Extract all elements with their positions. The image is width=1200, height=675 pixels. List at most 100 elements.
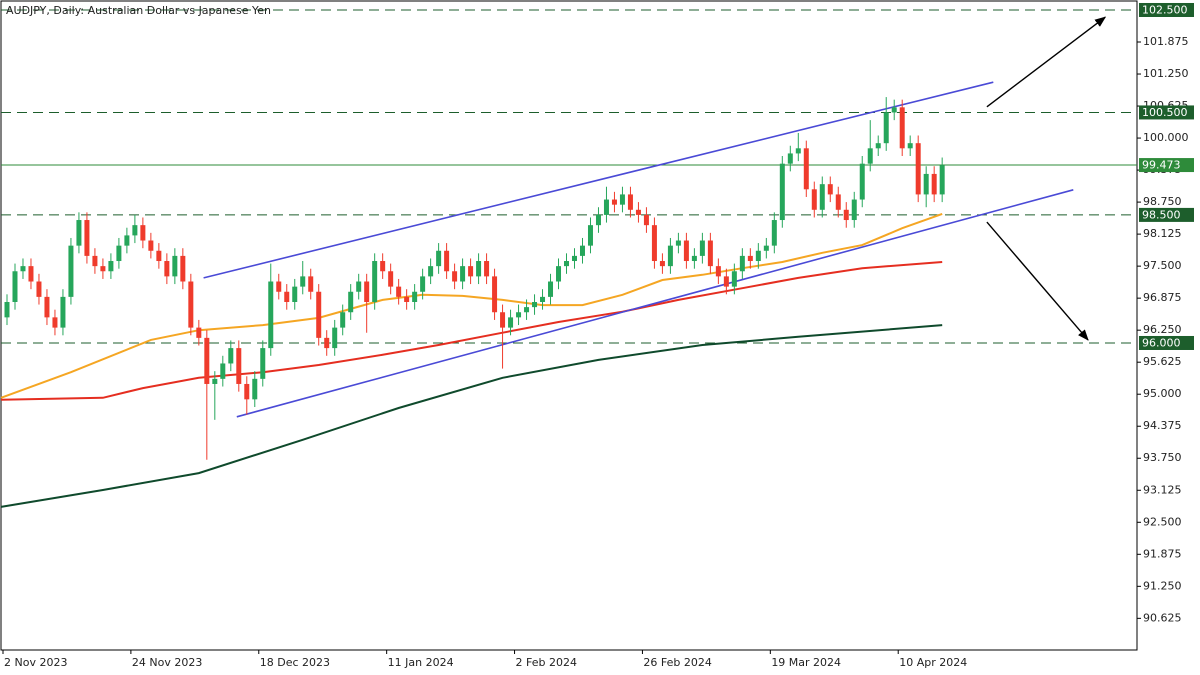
candle-body: [923, 173, 929, 195]
candle-body: [723, 276, 729, 287]
candle-body: [396, 286, 402, 297]
candle-body: [12, 271, 18, 302]
candle-body: [595, 214, 601, 226]
candle-body: [699, 240, 705, 256]
candle-body: [683, 240, 689, 262]
candle-body: [292, 286, 298, 302]
candle-body: [28, 266, 34, 282]
candle-body: [819, 184, 825, 210]
plot-frame: [0, 0, 1138, 651]
candle-body: [156, 250, 162, 262]
y-tick-label: 90.625: [1143, 611, 1182, 624]
candle-body: [891, 107, 897, 113]
candle-body: [340, 312, 346, 328]
candle-body: [571, 255, 577, 262]
candle-body: [84, 220, 90, 256]
candle-body: [484, 261, 490, 277]
candle-body: [220, 363, 226, 379]
candle-body: [579, 245, 585, 256]
candle-body: [468, 266, 474, 277]
candle-body: [731, 271, 737, 287]
candle-body: [308, 276, 314, 292]
candle-body: [907, 143, 913, 149]
candle-body: [611, 199, 617, 205]
y-tick-label: 92.500: [1143, 515, 1182, 528]
candle-body: [811, 189, 817, 210]
candle-body: [444, 250, 450, 272]
candle-body: [276, 281, 282, 292]
candle-body: [164, 261, 170, 277]
x-tick-label: 11 Jan 2024: [388, 656, 454, 669]
x-tick-label: 18 Dec 2023: [260, 656, 330, 669]
candle-body: [556, 266, 562, 282]
candle-body: [348, 291, 354, 313]
y-tick-label: 91.250: [1143, 579, 1182, 592]
x-tick-label: 2 Feb 2024: [516, 656, 577, 669]
y-tick-label: 97.500: [1143, 259, 1182, 272]
candle-body: [420, 276, 426, 292]
candle-body: [675, 240, 681, 246]
y-tick-label: 95.625: [1143, 355, 1182, 368]
y-tick-label: 91.875: [1143, 547, 1182, 560]
candle-body: [651, 225, 657, 262]
level-box: [1139, 207, 1194, 222]
candle-body: [532, 301, 538, 308]
y-tick-label: 95.000: [1143, 387, 1182, 400]
candle-body: [116, 245, 122, 262]
candle-body: [851, 199, 857, 221]
y-tick-label: 101.875: [1143, 35, 1189, 48]
candle-body: [548, 281, 554, 297]
candle-body: [244, 383, 250, 400]
level-label: 96.000: [1142, 336, 1181, 349]
candle-body: [867, 148, 873, 164]
candle-body: [412, 291, 418, 302]
moving-average: [0, 261, 943, 401]
candle-body: [332, 327, 338, 349]
price-label: 99.473: [1142, 159, 1181, 172]
candle-body: [827, 184, 833, 195]
candle-body: [404, 296, 410, 302]
level-box: [1139, 335, 1194, 350]
candle-body: [931, 173, 937, 195]
candle-body: [76, 220, 82, 246]
candle-body: [843, 209, 849, 221]
candle-body: [899, 107, 905, 149]
y-tick-label: 96.875: [1143, 291, 1182, 304]
level-label: 98.500: [1142, 208, 1181, 221]
candle-body: [779, 163, 785, 221]
candle-body: [452, 271, 458, 282]
candle-body: [875, 143, 881, 149]
y-tick-label: 93.750: [1143, 451, 1182, 464]
candle-body: [100, 266, 106, 272]
candle-body: [500, 312, 506, 328]
candle-body: [691, 255, 697, 262]
candle-body: [436, 250, 442, 267]
y-tick-label: 94.375: [1143, 419, 1182, 432]
candle-body: [204, 337, 210, 384]
candle-body: [915, 143, 921, 195]
y-tick-label: 93.125: [1143, 483, 1182, 496]
candle-body: [20, 266, 26, 272]
candle-body: [460, 266, 466, 282]
candle-body: [739, 255, 745, 272]
candle-body: [228, 348, 234, 364]
candle-body: [52, 317, 58, 328]
candle-body: [148, 240, 154, 251]
candle-body: [787, 153, 793, 164]
trend-line: [236, 189, 1074, 418]
candle-body: [516, 312, 522, 318]
y-tick-label: 98.125: [1143, 227, 1182, 240]
candle-body: [124, 235, 130, 246]
candle-body: [939, 165, 945, 195]
arrow: [986, 16, 1107, 108]
candle-body: [356, 281, 362, 292]
candle-body: [524, 307, 530, 313]
chart-title: AUDJPY, Daily: Australian Dollar vs Japa…: [6, 4, 271, 17]
trend-line: [203, 81, 994, 279]
y-tick-label: 96.250: [1143, 323, 1182, 336]
candle-body: [60, 296, 66, 328]
candle-body: [635, 209, 641, 215]
candle-body: [252, 378, 258, 400]
candle-body: [316, 291, 322, 338]
